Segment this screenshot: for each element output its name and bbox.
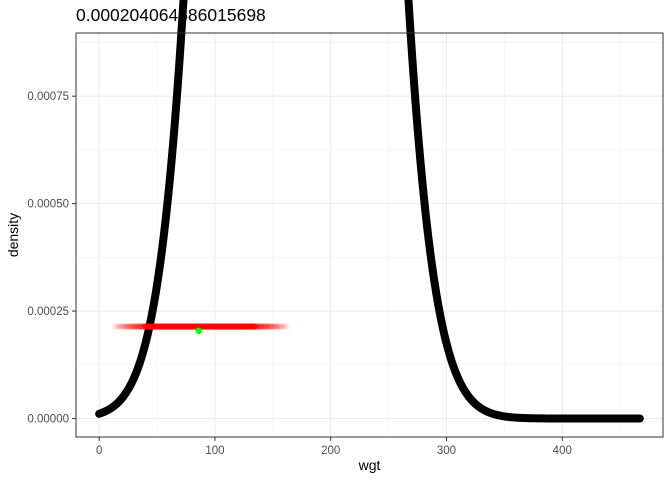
sample-point — [262, 323, 270, 330]
x-axis-title: wgt — [358, 457, 381, 473]
sample-band — [112, 323, 290, 330]
chart-title: 0.000204064586015698 — [76, 5, 266, 25]
sample-point — [121, 323, 128, 330]
y-tick-label: 0.00025 — [27, 306, 69, 318]
sample-point — [274, 323, 281, 330]
sample-point — [116, 323, 124, 330]
y-tick-label: 0.00075 — [27, 91, 69, 103]
sample-point — [260, 323, 267, 330]
x-tick-label: 200 — [321, 445, 340, 457]
sample-point — [264, 323, 272, 330]
highlight-points — [195, 327, 202, 335]
density-curve-line — [95, 0, 644, 423]
sample-point — [267, 323, 274, 330]
sample-point — [278, 323, 286, 330]
gridlines — [76, 33, 663, 437]
x-tick-label: 400 — [553, 445, 572, 457]
sample-point — [255, 323, 263, 330]
y-tick-label: 0.00000 — [27, 414, 69, 426]
sample-point — [119, 323, 126, 330]
x-axis: 0 100 200 300 400 — [96, 437, 572, 457]
sample-point — [114, 323, 121, 330]
x-tick-label: 0 — [96, 445, 102, 457]
sample-point — [276, 323, 283, 330]
y-axis: 0.00000 0.00025 0.00050 0.00075 — [27, 91, 76, 426]
sample-point — [281, 323, 288, 330]
sample-point — [133, 323, 140, 330]
density-curve — [95, 0, 644, 423]
sample-point — [269, 323, 277, 330]
y-axis-title: density — [5, 213, 21, 257]
sample-point — [112, 323, 119, 330]
x-tick-label: 100 — [205, 445, 224, 457]
sample-point — [283, 323, 290, 330]
sample-point — [271, 323, 279, 330]
sample-point — [130, 323, 138, 330]
sample-point — [123, 323, 131, 330]
x-tick-label: 300 — [437, 445, 456, 457]
panel-border — [75, 32, 664, 438]
y-tick-label: 0.00050 — [27, 199, 69, 211]
sample-point — [128, 323, 135, 330]
highlight-point — [195, 327, 202, 335]
sample-point — [126, 323, 133, 330]
sample-point — [258, 323, 265, 330]
